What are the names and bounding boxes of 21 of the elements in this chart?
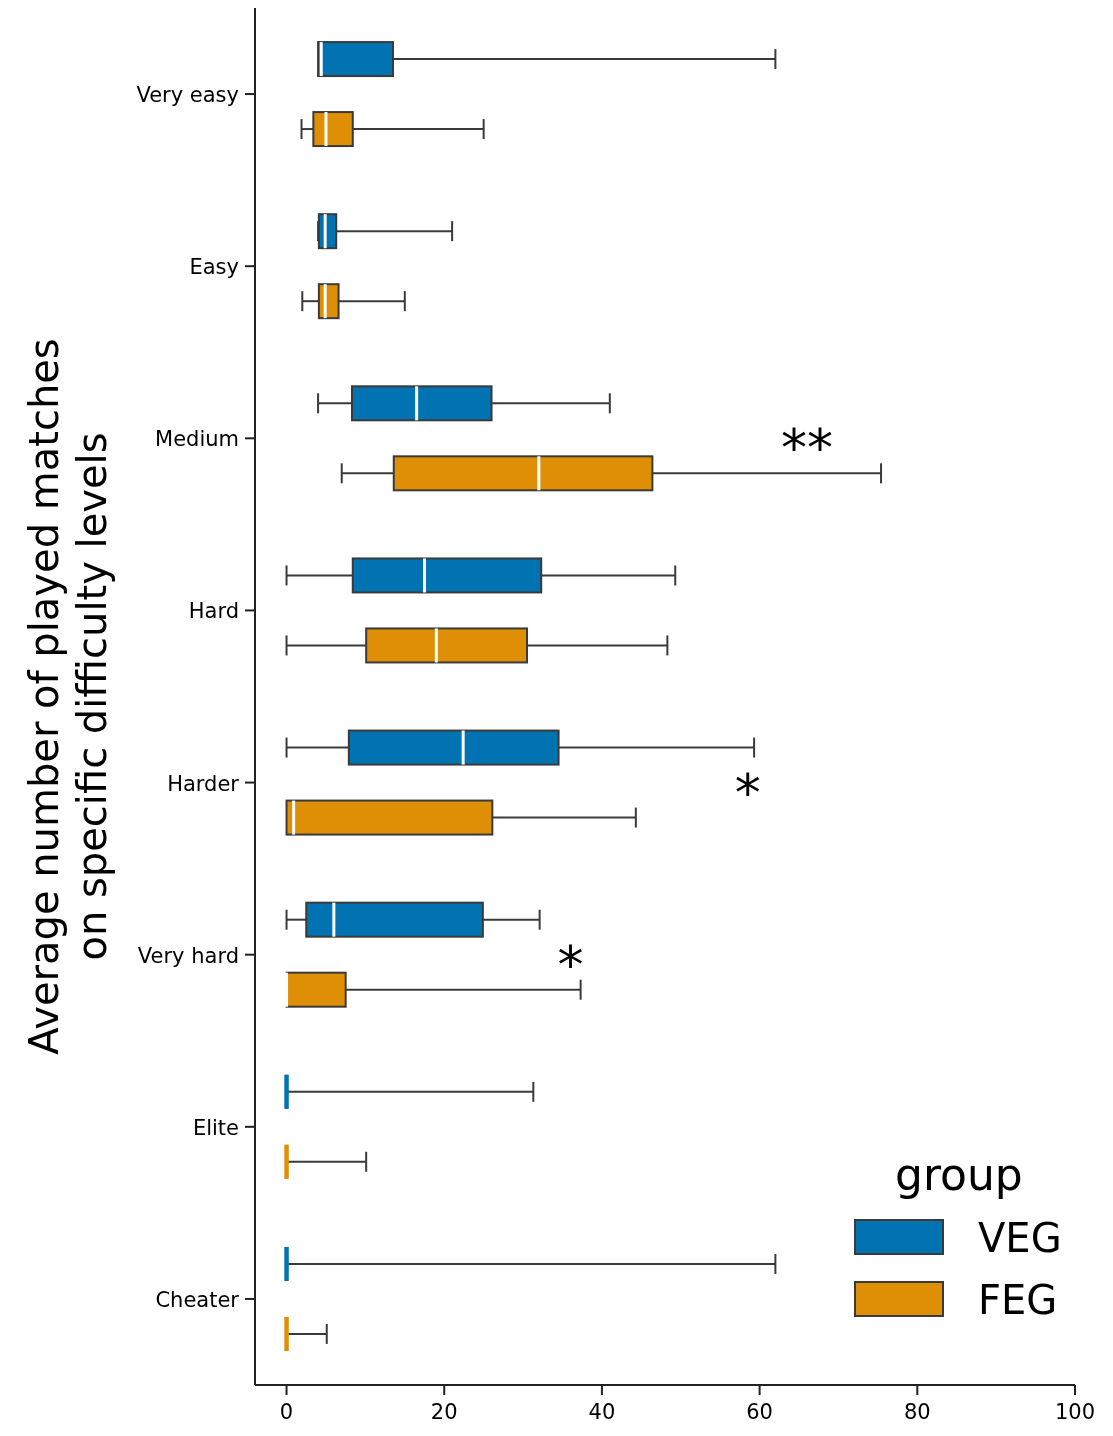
legend-label: FEG bbox=[978, 1277, 1058, 1323]
y-tick-label: Easy bbox=[189, 255, 239, 280]
annotation: * bbox=[734, 762, 761, 823]
y-tick-label: Cheater bbox=[155, 1287, 240, 1312]
y-tick-label: Very hard bbox=[137, 943, 239, 968]
annotation: * bbox=[557, 934, 584, 995]
x-tick-label: 100 bbox=[1054, 1400, 1096, 1424]
y-tick-label: Medium bbox=[155, 427, 239, 452]
y-tick-label: Hard bbox=[188, 599, 239, 624]
y-axis-title: Average number of played matches on specific difficulty levels bbox=[21, 338, 115, 1055]
legend-title: group bbox=[895, 1149, 1023, 1200]
y-tick-label: Harder bbox=[167, 771, 240, 796]
x-tick-label: 80 bbox=[903, 1400, 931, 1424]
x-tick-label: 0 bbox=[279, 1400, 294, 1424]
legend-label: VEG bbox=[978, 1215, 1062, 1261]
x-tick-label: 20 bbox=[430, 1400, 458, 1424]
x-tick-label: 60 bbox=[746, 1400, 773, 1424]
annotation: ** bbox=[780, 418, 833, 479]
x-tick-label: 40 bbox=[588, 1400, 616, 1424]
y-tick-label: Very easy bbox=[136, 83, 239, 108]
y-tick-label: Elite bbox=[192, 1115, 239, 1140]
